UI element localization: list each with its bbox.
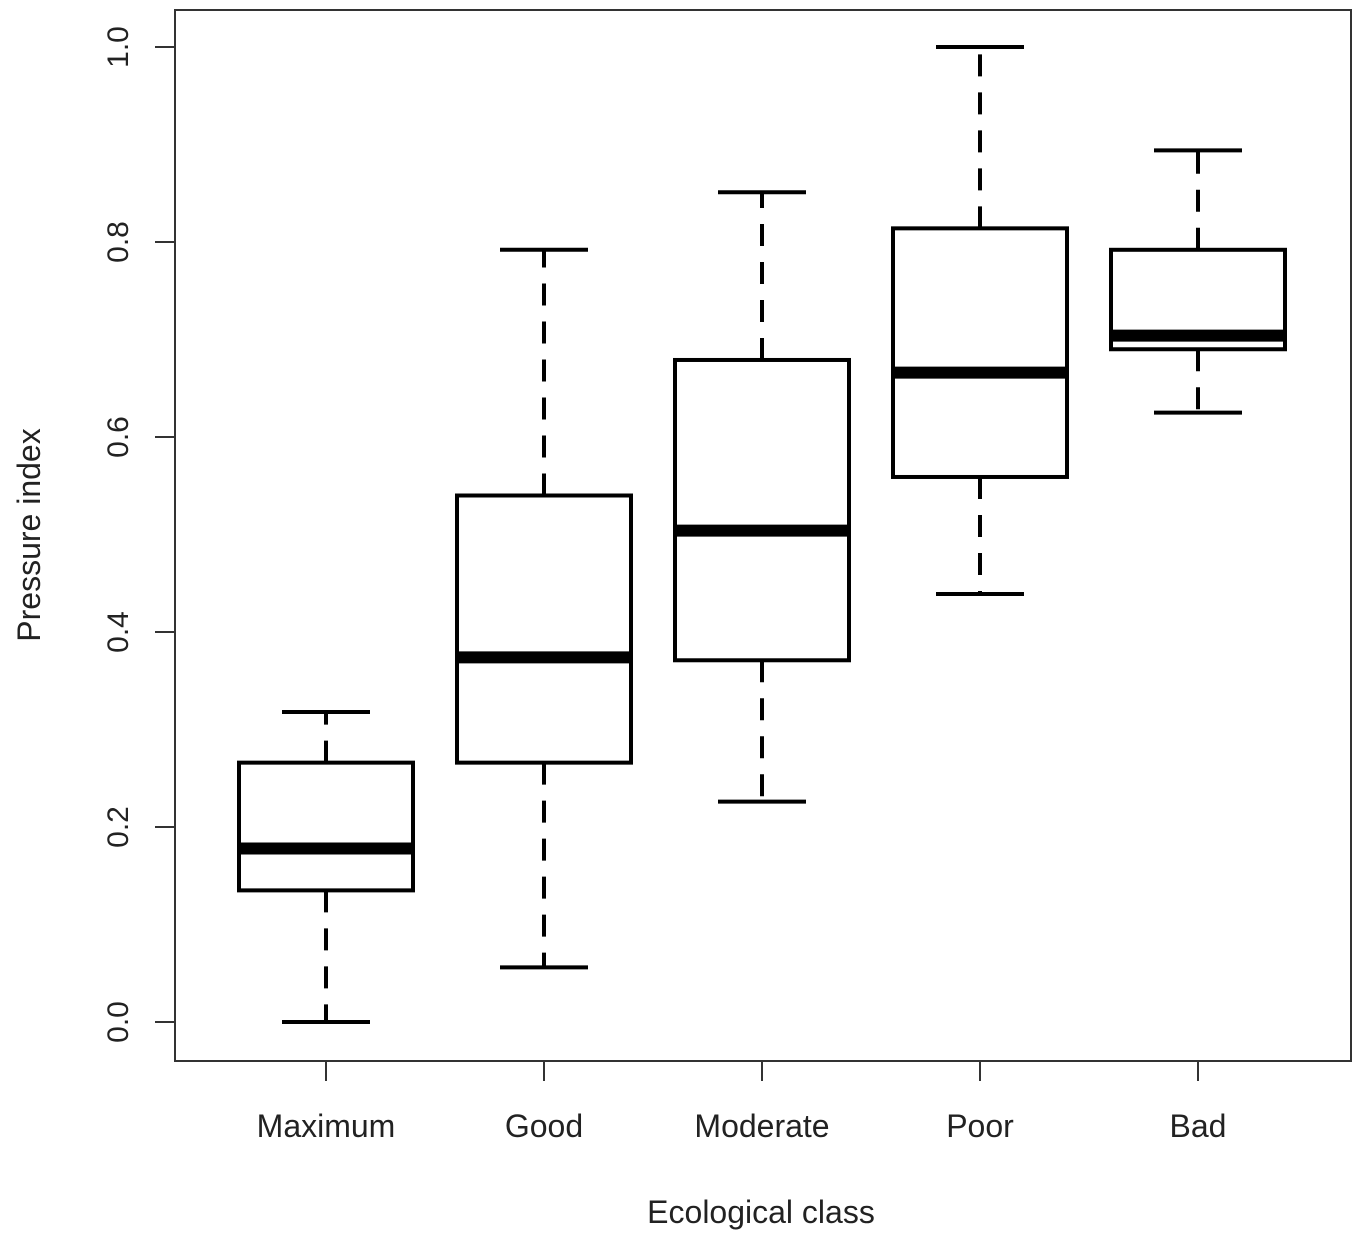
x-tick-label: Bad — [1170, 1108, 1227, 1144]
iqr-box — [455, 493, 633, 765]
box-good — [455, 247, 633, 970]
y-tick-label: 1.0 — [102, 26, 135, 68]
iqr-box — [673, 357, 851, 663]
y-tick-label: 0.6 — [102, 416, 135, 458]
box-maximum — [237, 709, 415, 1024]
y-axis-label: Pressure index — [11, 428, 47, 641]
boxes-layer — [237, 45, 1287, 1024]
y-tick-label: 0.8 — [102, 221, 135, 263]
x-axis-label: Ecological class — [647, 1194, 875, 1230]
y-tick-label: 0.0 — [102, 1001, 135, 1043]
x-tick-label: Good — [505, 1108, 583, 1144]
iqr-box — [891, 226, 1069, 479]
box-moderate — [673, 190, 851, 804]
y-tick-label: 0.2 — [102, 806, 135, 848]
box-bad — [1109, 148, 1287, 415]
box-poor — [891, 45, 1069, 596]
y-tick-label: 0.4 — [102, 611, 135, 653]
iqr-box — [237, 760, 415, 893]
x-tick-label: Maximum — [257, 1108, 396, 1144]
x-axis: Maximum Good Moderate Poor Bad — [257, 1061, 1227, 1144]
y-axis: 0.0 0.2 0.4 0.6 0.8 1.0 — [102, 26, 175, 1043]
x-tick-label: Poor — [946, 1108, 1014, 1144]
x-tick-label: Moderate — [694, 1108, 829, 1144]
